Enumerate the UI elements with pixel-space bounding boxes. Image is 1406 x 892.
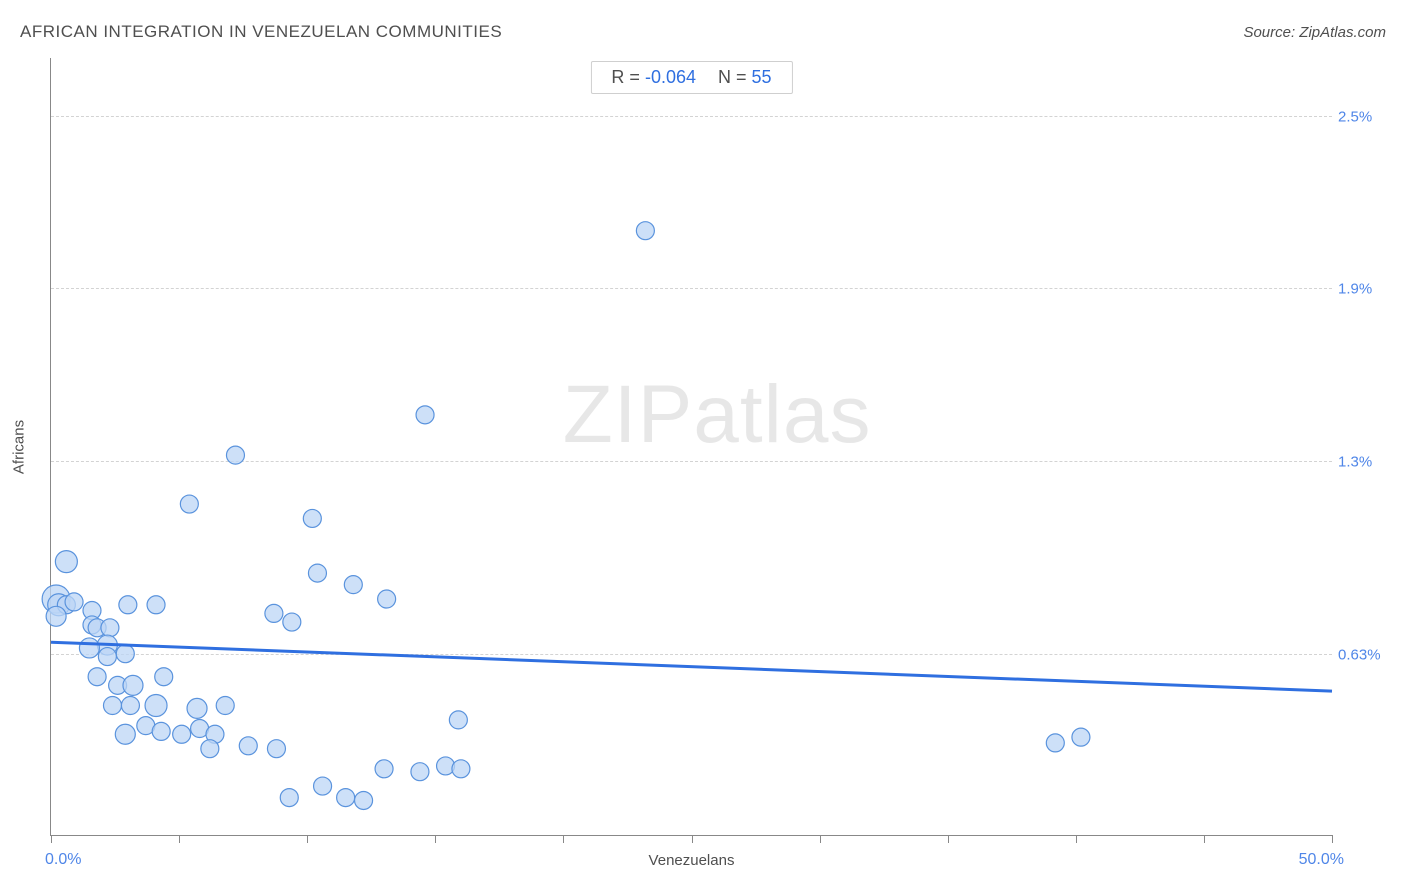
scatter-point [103,697,121,715]
stat-n-value: 55 [752,67,772,87]
source-attribution: Source: ZipAtlas.com [1243,24,1386,41]
scatter-point [308,564,326,582]
scatter-point [1046,734,1064,752]
scatter-point [101,619,119,637]
x-tick [1204,835,1205,843]
x-tick [820,835,821,843]
chart-title: AFRICAN INTEGRATION IN VENEZUELAN COMMUN… [20,22,502,42]
scatter-point [152,722,170,740]
x-tick [435,835,436,843]
scatter-point [303,509,321,527]
y-tick-label: 1.9% [1338,281,1388,298]
x-axis-label: Venezuelans [649,852,735,869]
scatter-point [121,697,139,715]
x-tick [51,835,52,843]
scatter-point [147,596,165,614]
plot-svg [51,58,1332,835]
y-tick-label: 2.5% [1338,108,1388,125]
scatter-point [344,576,362,594]
y-tick-label: 1.3% [1338,453,1388,470]
regression-line [51,642,1332,691]
stat-box: R = -0.064 N = 55 [590,61,792,94]
scatter-point [267,740,285,758]
x-tick [692,835,693,843]
header-row: AFRICAN INTEGRATION IN VENEZUELAN COMMUN… [20,22,1386,42]
scatter-point [337,789,355,807]
scatter-point [79,638,99,658]
stat-r: R = -0.064 [611,67,696,88]
scatter-point [201,740,219,758]
scatter-point [173,725,191,743]
scatter-point [411,763,429,781]
x-max-label: 50.0% [1299,851,1344,869]
scatter-point [46,606,66,626]
scatter-point [65,593,83,611]
stat-n: N = 55 [718,67,772,88]
scatter-point [449,711,467,729]
scatter-point [123,675,143,695]
scatter-point [280,789,298,807]
scatter-point [155,668,173,686]
scatter-point [98,648,116,666]
scatter-point [265,604,283,622]
page-root: AFRICAN INTEGRATION IN VENEZUELAN COMMUN… [0,0,1406,892]
scatter-point [115,724,135,744]
scatter-point [239,737,257,755]
stat-n-label: N = [718,67,747,87]
scatter-point [314,777,332,795]
y-tick-label: 0.63% [1338,646,1388,663]
scatter-point [119,596,137,614]
scatter-point [355,791,373,809]
x-min-label: 0.0% [45,851,81,869]
scatter-point [226,446,244,464]
x-tick [307,835,308,843]
scatter-point [1072,728,1090,746]
scatter-point [145,695,167,717]
x-tick [1332,835,1333,843]
scatter-point [88,668,106,686]
scatter-point [180,495,198,513]
x-tick [1076,835,1077,843]
stat-r-value: -0.064 [645,67,696,87]
x-tick [563,835,564,843]
scatter-point [283,613,301,631]
scatter-point [216,697,234,715]
y-axis-label: Africans [11,419,28,473]
scatter-point [116,645,134,663]
scatter-points [42,222,1090,810]
stat-r-label: R = [611,67,640,87]
scatter-point [187,698,207,718]
scatter-point [375,760,393,778]
scatter-point [452,760,470,778]
x-tick [948,835,949,843]
x-tick [179,835,180,843]
scatter-point [416,406,434,424]
scatter-point [636,222,654,240]
scatter-point [378,590,396,608]
scatter-point [55,551,77,573]
plot-area: R = -0.064 N = 55 ZIPatlas 0.63%1.3%1.9%… [50,58,1332,836]
